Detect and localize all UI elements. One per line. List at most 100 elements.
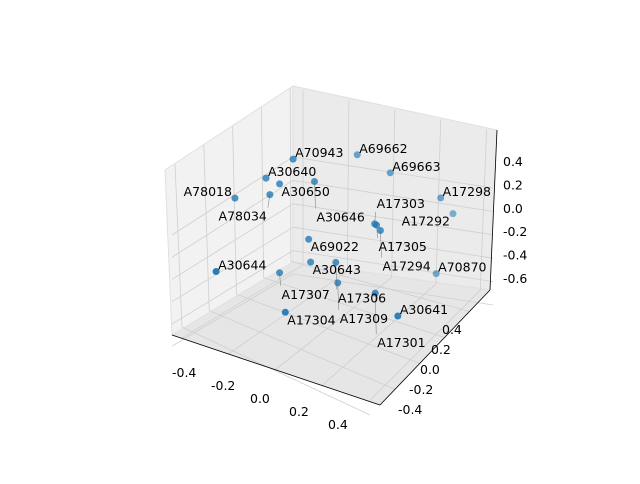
data-point[interactable]: [276, 180, 284, 188]
y-tick-label: 0.2: [431, 342, 451, 357]
data-points: [212, 151, 457, 320]
point-label: A17301: [377, 335, 425, 350]
left-gridline: [171, 273, 294, 347]
floor-gridline: [290, 260, 470, 312]
floor-gridline: [322, 283, 437, 386]
point-labels: A70943 A69662 A69663 A30640 A30650 A30646 A780…: [184, 141, 491, 350]
point-label: A17298: [443, 184, 491, 199]
label-leader-line: [380, 230, 382, 258]
point-label: A17294: [382, 259, 430, 274]
back-gridline: [292, 203, 494, 236]
z-tick-label: -0.4: [503, 248, 527, 263]
data-point[interactable]: [281, 308, 289, 316]
data-point[interactable]: [289, 155, 297, 163]
floor-gridline: [263, 277, 445, 338]
y-tick-label: 0.0: [420, 362, 440, 377]
left-gridline: [174, 163, 183, 328]
y-tick-label: -0.4: [398, 402, 422, 417]
z-tick-label: 0.2: [503, 177, 523, 192]
data-point[interactable]: [394, 312, 402, 320]
point-label: A78018: [184, 184, 232, 199]
data-point[interactable]: [305, 235, 313, 243]
point-label: A17305: [379, 239, 427, 254]
floor-gridline: [181, 264, 304, 339]
x-tick-label: 0.0: [250, 391, 270, 406]
point-label: A17304: [287, 312, 335, 327]
x-tick-label: -0.4: [172, 365, 196, 380]
left-gridline: [203, 145, 210, 311]
y-tick-label: 0.4: [442, 322, 462, 337]
point-label: A17303: [377, 196, 425, 211]
data-point[interactable]: [437, 194, 445, 202]
data-point[interactable]: [332, 258, 340, 266]
point-label: A17307: [282, 287, 330, 302]
z-tick-label: 0.4: [503, 154, 523, 169]
point-label: A30640: [268, 164, 316, 179]
data-point[interactable]: [310, 178, 318, 186]
axis-lines: [171, 129, 498, 406]
back-gridline: [292, 273, 494, 306]
z-axis-line: [489, 129, 498, 291]
panes: [164, 85, 498, 406]
floor-gridline: [368, 289, 481, 402]
data-point[interactable]: [262, 174, 270, 182]
data-point[interactable]: [376, 227, 384, 235]
floor-gridline: [209, 310, 395, 390]
point-label: A17292: [402, 214, 450, 229]
data-point[interactable]: [371, 289, 379, 297]
point-label: A30646: [316, 210, 364, 225]
z-tick-label: -0.2: [503, 224, 527, 239]
left-gridline: [232, 126, 237, 295]
x-tick-label: -0.2: [211, 378, 235, 393]
left-gridline: [289, 88, 292, 262]
back-gridline: [435, 119, 442, 284]
label-leader-line: [374, 293, 377, 335]
data-point[interactable]: [334, 279, 342, 287]
point-label: A70943: [295, 145, 343, 160]
point-label: A17309: [340, 311, 388, 326]
left-gridline: [171, 250, 294, 325]
point-label: A30644: [218, 258, 266, 273]
left-gridline: [171, 226, 294, 303]
left-gridline: [171, 203, 294, 280]
x-tick-label: 0.4: [328, 417, 348, 432]
point-label: A70870: [438, 260, 486, 275]
back-gridline: [292, 250, 494, 282]
y-tick-label: -0.2: [409, 382, 433, 397]
data-point[interactable]: [449, 210, 457, 218]
label-leader-line: [337, 282, 340, 310]
data-point[interactable]: [353, 151, 361, 159]
point-label: A69022: [311, 239, 359, 254]
data-point[interactable]: [212, 268, 220, 276]
data-point[interactable]: [307, 258, 315, 266]
data-point[interactable]: [386, 169, 394, 177]
point-label: A30643: [313, 262, 361, 277]
left-gridline: [261, 107, 265, 278]
x-axis-line: [171, 334, 381, 406]
data-point[interactable]: [432, 270, 440, 278]
floor-gridline: [236, 293, 420, 364]
data-point[interactable]: [373, 221, 381, 229]
y-axis-line: [379, 289, 491, 406]
point-label: A30641: [400, 302, 448, 317]
back-gridline: [292, 226, 494, 259]
point-label: A17306: [338, 290, 386, 305]
point-label: A69662: [359, 141, 407, 156]
data-point[interactable]: [266, 191, 274, 199]
point-label: A69663: [392, 159, 440, 174]
back-gridline: [292, 180, 494, 212]
x-tick-label: 0.2: [289, 404, 309, 419]
tick-labels: -0.4 -0.2 0.0 0.2 0.4 -0.4 -0.2 0.0 0.2 0.4 -0.6 -0…: [172, 154, 527, 432]
point-label: A78034: [219, 209, 267, 224]
floor-gridline: [181, 326, 371, 416]
data-point[interactable]: [231, 194, 239, 202]
back-gridline: [346, 99, 350, 272]
point-label: A30650: [282, 184, 330, 199]
back-gridline: [391, 109, 396, 278]
label-leader-line: [314, 181, 316, 209]
z-tick-label: 0.0: [503, 201, 523, 216]
data-point[interactable]: [276, 269, 284, 277]
z-tick-label: -0.6: [503, 271, 527, 286]
